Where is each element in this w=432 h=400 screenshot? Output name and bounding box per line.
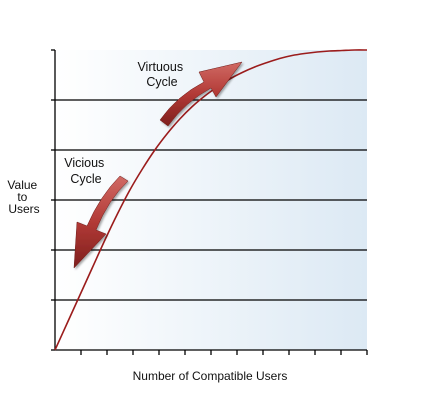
y-label-line-3: Users (8, 202, 39, 216)
vicious-label-line-1: Vicious (64, 156, 104, 170)
virtuous-cycle-label: Virtuous Cycle (137, 60, 186, 89)
vicious-cycle-label: Vicious Cycle (64, 156, 108, 186)
virtuous-label-line-2: Cycle (146, 75, 177, 89)
vicious-label-line-2: Cycle (70, 172, 101, 186)
series-line (54, 49, 368, 351)
virtuous-label-line-1: Virtuous (137, 60, 183, 74)
x-axis-label: Number of Compatible Users (133, 369, 288, 383)
y-label-line-2: to (17, 190, 27, 204)
y-axis-label: Value to Users (7, 178, 40, 216)
axis-ticks (51, 49, 368, 355)
y-label-line-1: Value (7, 178, 37, 192)
vicious-cycle-arrow (73, 175, 129, 269)
virtuous-cycle-arrow (159, 61, 243, 127)
